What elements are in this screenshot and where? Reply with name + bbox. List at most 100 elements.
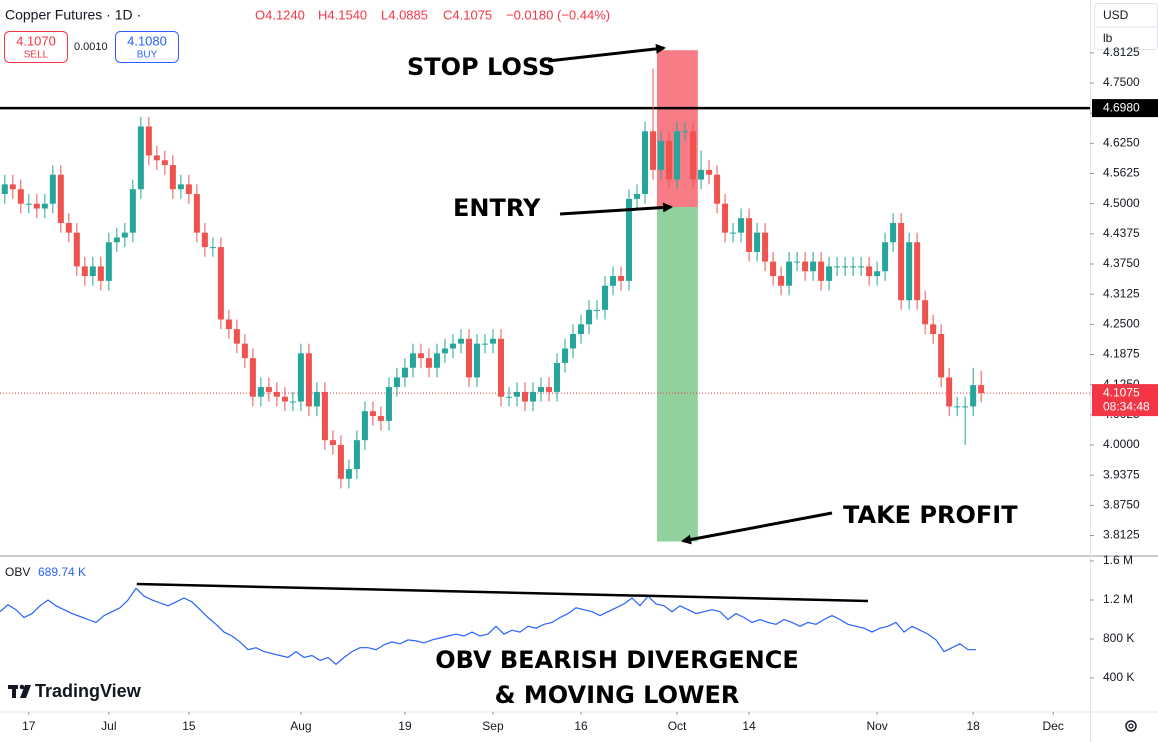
candle-body — [546, 387, 553, 392]
candle-body — [385, 387, 392, 421]
candle-body — [201, 232, 208, 248]
last-price-badge — [1092, 384, 1158, 417]
candle-body — [193, 194, 200, 233]
y-tick-label: 400 K — [1103, 670, 1134, 684]
candle-body — [489, 338, 496, 344]
candle-body — [145, 126, 152, 156]
candle-body — [497, 338, 504, 397]
unit: lb — [1103, 31, 1113, 45]
divergence-trendline — [136, 582, 869, 603]
x-tick-label: Oct — [668, 719, 687, 733]
candle-body — [650, 131, 657, 170]
candle-body — [842, 266, 849, 268]
logo-mark — [20, 685, 31, 698]
symbol-title: Copper Futures · 1D · — [5, 7, 141, 23]
countdown: 08:34:48 — [1103, 399, 1150, 413]
candle-body — [505, 396, 512, 398]
y-tick-label: 4.2500 — [1103, 317, 1140, 331]
sell-price: 4.1070 — [16, 33, 56, 48]
candle-body — [33, 203, 40, 209]
candle-body — [802, 261, 809, 272]
candle-body — [233, 329, 240, 344]
candle-body — [433, 353, 440, 368]
candle-body — [57, 174, 64, 223]
settings-icon[interactable] — [1125, 720, 1137, 732]
x-tick-label: 14 — [742, 719, 756, 733]
x-tick-label: Aug — [290, 719, 311, 733]
candle-body — [890, 222, 897, 243]
y-tick-label: 1.6 M — [1103, 553, 1133, 567]
candle-body — [586, 309, 593, 325]
candle-body — [65, 222, 72, 233]
x-tick-label: Dec — [1043, 719, 1064, 733]
y-tick-label: 3.9375 — [1103, 467, 1140, 481]
candle-body — [778, 276, 785, 286]
candle-body — [185, 184, 192, 195]
candle-body — [529, 391, 536, 402]
candle-body — [9, 184, 16, 190]
candle-body — [882, 242, 889, 272]
candle-body — [73, 232, 80, 267]
obv-line — [0, 587, 976, 666]
candle-body — [329, 440, 336, 445]
candle-body — [97, 266, 104, 281]
candle-body — [618, 276, 625, 281]
candle-body — [537, 387, 544, 392]
settings-icon-core — [1128, 723, 1134, 729]
candle-body — [481, 343, 488, 345]
take-profit-arrow — [681, 511, 833, 545]
hline-label: 4.6980 — [1103, 100, 1140, 114]
candle-body — [449, 343, 456, 349]
candle-body — [594, 309, 601, 311]
candle-body — [682, 131, 689, 133]
logo-mark — [19, 684, 25, 690]
candle-body — [706, 169, 713, 175]
candle-body — [746, 218, 753, 252]
candle-body — [113, 237, 120, 243]
logo-mark — [12, 685, 16, 698]
candle-body — [521, 391, 528, 402]
candle-body — [217, 247, 224, 320]
candle-body — [297, 353, 304, 402]
candle-body — [249, 358, 256, 397]
y-tick-label: 4.0000 — [1103, 437, 1140, 451]
candle-body — [89, 266, 96, 277]
candle-body — [49, 174, 56, 204]
candle-body — [129, 189, 136, 233]
hline-badge — [1092, 99, 1158, 118]
candle-body — [674, 131, 681, 180]
candle-body — [105, 242, 112, 281]
candle-body — [409, 353, 416, 368]
entry-arrow — [559, 202, 673, 216]
candle-body — [722, 203, 729, 233]
obv-annotation: OBV BEARISH DIVERGENCE — [435, 646, 799, 674]
candle-body — [337, 444, 344, 479]
candle-body — [41, 203, 48, 209]
candle-body — [698, 169, 705, 180]
candle-body — [730, 232, 737, 234]
currency: USD — [1103, 8, 1129, 22]
sell-label: SELL — [24, 50, 49, 61]
buy-label: BUY — [137, 50, 158, 61]
candle-body — [770, 261, 777, 277]
candle-body — [690, 131, 697, 180]
candle-body — [425, 358, 432, 368]
y-tick-label: 4.5625 — [1103, 166, 1140, 180]
x-tick-label: Jul — [101, 719, 116, 733]
ohlc-close: C4.1075 — [443, 7, 492, 22]
candle-body — [393, 377, 400, 388]
y-tick-label: 4.1875 — [1103, 347, 1140, 361]
candle-body — [626, 198, 633, 281]
candle-body — [313, 391, 320, 407]
sell-button[interactable] — [4, 31, 68, 63]
y-tick-label: 4.6250 — [1103, 136, 1140, 150]
buy-button[interactable] — [115, 31, 179, 63]
y-tick-label: 800 K — [1103, 631, 1134, 645]
brand: TradingView — [35, 681, 142, 701]
stop-loss-arrow — [547, 43, 666, 63]
y-tick-label: 4.5000 — [1103, 196, 1140, 210]
candle-body — [834, 266, 841, 268]
y-tick-label: 4.3125 — [1103, 286, 1140, 300]
